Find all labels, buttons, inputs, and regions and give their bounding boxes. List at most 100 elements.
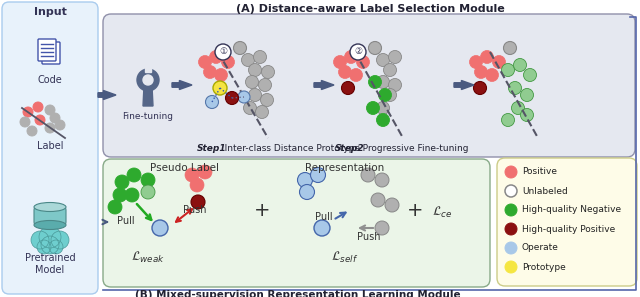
Circle shape [369,42,381,55]
Circle shape [209,50,223,64]
Polygon shape [314,80,334,89]
Circle shape [259,78,271,91]
Text: Unlabeled: Unlabeled [522,187,568,195]
Text: $\mathcal{L}_{ce}$: $\mathcal{L}_{ce}$ [432,205,452,220]
Text: Operate: Operate [522,244,559,252]
Circle shape [509,81,522,94]
Circle shape [248,64,262,77]
Polygon shape [143,86,153,106]
Circle shape [388,78,401,91]
Circle shape [262,66,275,78]
Circle shape [115,175,129,189]
Circle shape [45,105,55,115]
Circle shape [127,168,141,182]
Text: (A) Distance-aware Label Selection Module: (A) Distance-aware Label Selection Modul… [236,4,504,14]
Text: Representation: Representation [305,163,385,173]
Text: Code: Code [38,75,62,85]
Circle shape [376,113,390,127]
Text: Pseudo Label: Pseudo Label [150,163,220,173]
Circle shape [243,102,257,115]
Circle shape [41,236,59,254]
FancyBboxPatch shape [38,39,56,61]
Circle shape [152,220,168,236]
FancyBboxPatch shape [103,14,635,157]
Text: Push: Push [357,232,381,242]
Circle shape [260,94,273,107]
Circle shape [385,198,399,212]
Circle shape [143,75,153,85]
Circle shape [225,91,239,105]
Circle shape [255,105,269,119]
Circle shape [344,50,358,64]
Text: :  Progressive Fine-tuning: : Progressive Fine-tuning [354,144,468,153]
Circle shape [388,50,401,64]
Circle shape [213,81,227,95]
Circle shape [198,56,211,69]
FancyBboxPatch shape [2,2,98,294]
Circle shape [502,113,515,127]
Circle shape [376,102,390,115]
Circle shape [27,126,37,136]
Text: Pretrained
Model: Pretrained Model [25,253,76,275]
Text: Label: Label [36,141,63,151]
Text: Fine-tuning: Fine-tuning [122,112,173,121]
Circle shape [486,69,499,81]
Text: Input: Input [33,7,67,17]
Circle shape [205,96,218,108]
Circle shape [383,64,397,77]
Circle shape [31,231,49,249]
Circle shape [378,89,392,102]
Circle shape [505,185,517,197]
Circle shape [493,56,506,69]
Circle shape [20,117,30,127]
Circle shape [342,81,355,94]
Circle shape [361,168,375,182]
Text: +: + [253,200,270,219]
Polygon shape [172,80,192,89]
Text: $\mathcal{L}_{self}$: $\mathcal{L}_{self}$ [332,250,358,265]
Ellipse shape [34,220,66,230]
Polygon shape [145,68,151,72]
Circle shape [108,200,122,214]
Text: Prototype: Prototype [522,263,566,271]
Circle shape [141,185,155,199]
Circle shape [51,231,69,249]
Circle shape [505,223,517,235]
Text: High-quality Positive: High-quality Positive [522,225,615,233]
Circle shape [504,42,516,55]
Circle shape [35,115,45,125]
Circle shape [505,261,517,273]
Circle shape [376,75,390,89]
Circle shape [33,102,43,112]
Circle shape [310,168,326,182]
Circle shape [513,59,527,72]
Circle shape [470,56,483,69]
Text: Step1: Step1 [197,144,227,153]
Polygon shape [454,80,474,89]
Circle shape [215,44,231,60]
Circle shape [505,204,517,216]
Circle shape [356,56,369,69]
Circle shape [511,102,525,115]
Circle shape [350,44,366,60]
Circle shape [248,89,262,102]
FancyBboxPatch shape [42,42,60,64]
Circle shape [238,91,250,103]
Circle shape [221,56,234,69]
Text: Push: Push [183,205,207,215]
FancyBboxPatch shape [497,158,637,286]
Circle shape [55,120,65,130]
Circle shape [23,107,33,117]
FancyBboxPatch shape [103,159,490,287]
Text: High-quality Negative: High-quality Negative [522,206,621,214]
Circle shape [198,165,212,179]
Circle shape [520,89,534,102]
Circle shape [204,66,216,78]
Text: :  Inter-class Distance Prototype: : Inter-class Distance Prototype [216,144,360,153]
Circle shape [137,69,159,91]
Circle shape [333,56,346,69]
Circle shape [474,66,488,78]
Circle shape [253,50,266,64]
FancyBboxPatch shape [34,207,66,225]
Circle shape [300,184,314,200]
